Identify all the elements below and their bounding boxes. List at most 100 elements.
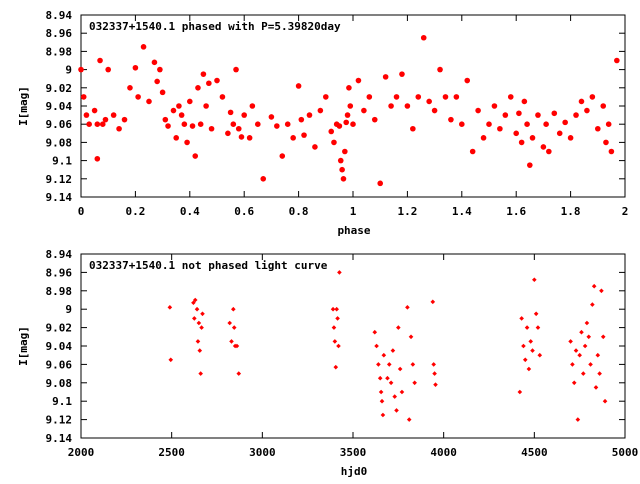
data-point — [442, 94, 449, 100]
data-point — [361, 107, 367, 114]
data-point — [121, 116, 128, 123]
data-point — [346, 85, 352, 91]
y-tick-label: 9.06 — [46, 358, 73, 371]
data-point — [374, 343, 379, 349]
data-point — [197, 348, 203, 353]
data-point — [246, 135, 253, 141]
data-point — [94, 155, 101, 162]
data-point — [91, 107, 98, 114]
data-point — [437, 66, 443, 73]
data-point — [238, 134, 245, 140]
data-point — [394, 408, 399, 413]
data-point — [530, 348, 535, 353]
data-point — [431, 362, 436, 367]
data-point — [335, 316, 340, 321]
data-point — [181, 121, 188, 127]
y-tick-label: 9.08 — [46, 377, 73, 390]
data-point — [225, 130, 231, 137]
data-point — [570, 362, 575, 367]
data-point — [208, 125, 215, 132]
data-point — [167, 305, 173, 310]
data-point — [192, 316, 197, 321]
x-tick-label: 0.6 — [234, 205, 254, 218]
data-point — [377, 180, 384, 187]
data-point — [535, 325, 541, 330]
data-point — [377, 375, 383, 381]
x-tick-label: 4500 — [521, 446, 548, 459]
data-point — [392, 394, 398, 399]
data-point — [196, 320, 202, 326]
data-point — [336, 343, 341, 349]
y-tick-label: 8.96 — [46, 27, 73, 40]
data-point — [157, 66, 163, 73]
data-point — [404, 103, 411, 109]
data-point — [586, 334, 592, 340]
data-point — [595, 352, 601, 358]
data-point — [529, 135, 536, 141]
data-point — [337, 157, 344, 164]
y-tick-label: 9 — [65, 64, 72, 77]
data-point — [230, 121, 237, 127]
data-point — [399, 389, 405, 395]
data-point — [229, 339, 234, 344]
data-point — [200, 71, 207, 77]
data-point — [593, 385, 599, 390]
data-point — [491, 103, 498, 109]
y-tick-label: 9.08 — [46, 136, 73, 149]
data-point — [371, 116, 378, 123]
x-tick-label: 2500 — [158, 446, 185, 459]
data-point — [343, 119, 350, 126]
y-axis-title: I[mag] — [17, 86, 30, 126]
data-point — [340, 176, 347, 182]
data-point — [159, 89, 166, 96]
data-point — [355, 77, 362, 84]
x-tick-label: 1.2 — [397, 205, 417, 218]
data-point — [562, 119, 568, 126]
data-point — [279, 153, 286, 159]
y-tick-label: 9.02 — [46, 82, 73, 95]
data-point — [513, 130, 519, 137]
data-point — [571, 380, 577, 386]
data-point — [192, 297, 198, 303]
data-point — [521, 98, 528, 105]
data-point — [330, 306, 336, 312]
y-tick-label: 8.96 — [46, 266, 73, 279]
data-point — [605, 121, 612, 127]
data-point — [527, 162, 533, 168]
data-point — [132, 64, 139, 71]
data-point — [105, 66, 111, 73]
data-point — [453, 94, 460, 100]
data-point — [524, 325, 530, 330]
data-point — [608, 148, 615, 155]
data-point — [533, 311, 539, 317]
data-point — [524, 121, 530, 127]
data-point — [469, 148, 476, 155]
data-point — [290, 135, 296, 141]
x-axis-title: phase — [337, 224, 370, 237]
data-point — [249, 103, 256, 109]
data-point — [379, 398, 385, 404]
data-point — [146, 98, 152, 105]
y-tick-label: 9.14 — [46, 432, 73, 445]
data-point — [532, 277, 537, 283]
data-point — [206, 80, 212, 87]
data-point — [614, 57, 620, 64]
data-point — [385, 375, 390, 381]
data-point — [347, 103, 354, 109]
data-point — [599, 288, 604, 294]
data-point — [603, 139, 609, 146]
data-point — [497, 125, 503, 132]
y-tick-label: 9.12 — [46, 414, 73, 427]
data-point — [337, 270, 342, 275]
data-point — [486, 121, 492, 127]
data-point — [78, 66, 84, 73]
data-point — [165, 123, 171, 129]
x-tick-label: 2 — [622, 205, 629, 218]
data-point — [600, 103, 607, 109]
x-tick-label: 0.8 — [289, 205, 309, 218]
data-point — [372, 329, 378, 335]
data-point — [546, 148, 552, 155]
data-point — [537, 352, 543, 358]
data-point — [388, 380, 394, 386]
